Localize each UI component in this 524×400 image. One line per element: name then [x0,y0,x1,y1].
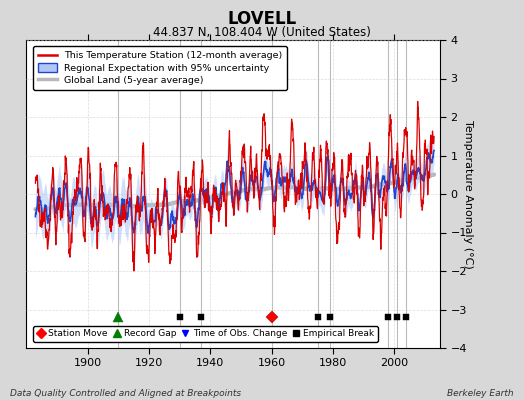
Y-axis label: Temperature Anomaly (°C): Temperature Anomaly (°C) [463,120,473,268]
Legend: Station Move, Record Gap, Time of Obs. Change, Empirical Break: Station Move, Record Gap, Time of Obs. C… [33,326,378,342]
Text: 44.837 N, 108.404 W (United States): 44.837 N, 108.404 W (United States) [153,26,371,39]
Text: Berkeley Earth: Berkeley Earth [447,389,514,398]
Text: LOVELL: LOVELL [227,10,297,28]
Text: Data Quality Controlled and Aligned at Breakpoints: Data Quality Controlled and Aligned at B… [10,389,242,398]
